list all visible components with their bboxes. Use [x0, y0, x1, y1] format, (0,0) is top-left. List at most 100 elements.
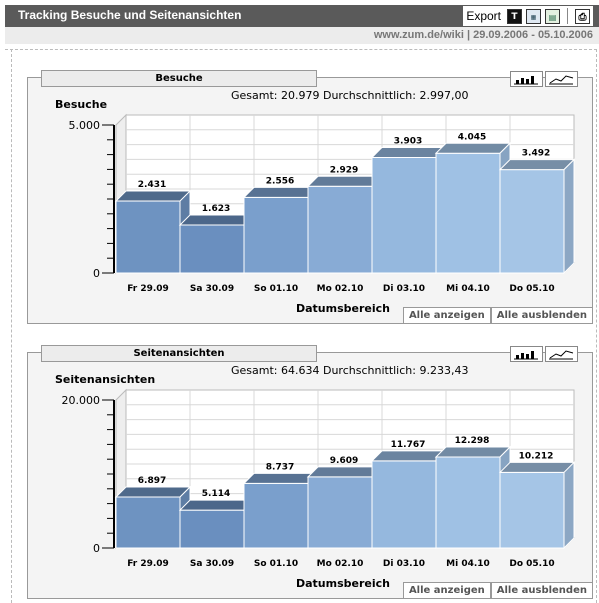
bar-top	[370, 450, 448, 462]
data-label: 9.609	[330, 456, 358, 466]
bar-front	[179, 224, 245, 274]
bar-top	[178, 499, 256, 511]
header-bar: Tracking Besuche und Seitenansichten Exp…	[5, 5, 599, 27]
bar	[370, 146, 448, 275]
pageviews-bar-chart: Seitenansichten 0 20.000 6.897 Fr 29.09 5.114…	[55, 373, 576, 590]
pageviews-summary: Gesamt: 64.634 Durchschnittlich: 9.233,4…	[231, 364, 469, 377]
show-all-button[interactable]: Alle anzeigen	[402, 307, 491, 324]
bar	[242, 186, 320, 275]
visits-toggle-buttons: Alle anzeigen Alle ausblenden	[402, 307, 593, 324]
visits-bar-chart: Besuche 0 5.000 2.431 Fr 29.09 1.623 Sa 30.09 2…	[55, 98, 576, 315]
export-excel-icon[interactable]: ▤	[545, 8, 560, 24]
bar-front	[243, 482, 309, 549]
x-tick-label: Do 05.10	[509, 284, 554, 294]
bar	[498, 158, 576, 275]
toolbar-divider	[567, 8, 568, 24]
export-csv-icon[interactable]: ▦	[526, 8, 541, 24]
show-all-button[interactable]: Alle anzeigen	[402, 582, 491, 599]
page-title: Tracking Besuche und Seitenansichten	[18, 8, 242, 22]
bar-top	[242, 472, 320, 484]
site-and-range: www.zum.de/wiki | 29.09.2006 - 05.10.200…	[374, 29, 593, 41]
pageviews-toggle-buttons: Alle anzeigen Alle ausblenden	[402, 582, 593, 599]
bar-top	[498, 461, 576, 473]
pageviews-panel-tab: Seitenansichten	[41, 345, 317, 362]
bar	[306, 465, 384, 550]
y-tick-label: 20.000	[62, 394, 101, 407]
data-label: 3.492	[522, 149, 550, 159]
bar-top	[434, 446, 512, 458]
bar	[178, 213, 256, 275]
bar-top	[114, 190, 192, 202]
bar-top	[434, 142, 512, 154]
bar-top	[306, 466, 384, 478]
x-axis-label: Datumsbereich	[296, 302, 390, 315]
data-label: 3.903	[394, 136, 422, 146]
export-text-icon[interactable]: T	[507, 8, 522, 24]
bar-front	[307, 185, 373, 274]
dashed-border-left	[11, 49, 12, 603]
x-tick-label: Mo 02.10	[317, 559, 364, 569]
data-label: 2.431	[138, 180, 166, 190]
visits-panel-tab: Besuche	[41, 70, 317, 87]
data-label: 4.045	[458, 132, 486, 142]
bar-side	[563, 158, 575, 275]
y-axis-label: Besuche	[55, 98, 107, 111]
bar-top	[178, 214, 256, 226]
export-toolbar: Export T ▦ ▤ ⎙	[463, 6, 593, 26]
bar-top	[370, 146, 448, 158]
hide-all-button[interactable]: Alle ausblenden	[490, 307, 593, 324]
bar-front	[115, 496, 181, 549]
site-url: www.zum.de/wiki	[373, 29, 464, 41]
data-label: 6.897	[138, 476, 166, 486]
y-tick-label: 0	[93, 542, 100, 555]
chart-type-switch	[508, 71, 578, 87]
data-label: 10.212	[519, 451, 554, 461]
bar-front	[243, 196, 309, 274]
bar	[370, 449, 448, 550]
line-chart-icon[interactable]	[545, 71, 578, 87]
visits-summary: Gesamt: 20.979 Durchschnittlich: 2.997,0…	[231, 89, 469, 102]
hide-all-button[interactable]: Alle ausblenden	[490, 582, 593, 599]
bar	[434, 445, 512, 550]
x-tick-label: Sa 30.09	[190, 284, 234, 294]
bar	[114, 485, 192, 550]
bar	[178, 498, 256, 550]
x-axis-label: Datumsbereich	[296, 577, 390, 590]
bar	[498, 461, 576, 550]
export-label: Export	[466, 9, 501, 23]
x-tick-label: Di 03.10	[383, 559, 425, 569]
data-label: 2.556	[266, 176, 294, 186]
y-axis-label: Seitenansichten	[55, 373, 155, 386]
bar-side	[563, 461, 575, 550]
data-label: 8.737	[266, 462, 294, 472]
data-label: 5.114	[202, 489, 230, 499]
bar-front	[371, 156, 437, 274]
line-chart-icon[interactable]	[545, 346, 578, 362]
dashed-divider	[5, 49, 597, 50]
data-label: 1.623	[202, 204, 230, 214]
bar-front	[179, 509, 245, 549]
bar-front	[371, 460, 437, 549]
bar-chart-icon[interactable]	[510, 346, 543, 362]
bar-top	[242, 186, 320, 198]
x-tick-label: Fr 29.09	[127, 284, 169, 294]
chart-type-switch	[508, 346, 578, 362]
bar	[306, 175, 384, 275]
site-info-bar: www.zum.de/wiki | 29.09.2006 - 05.10.200…	[5, 27, 599, 44]
x-tick-label: Sa 30.09	[190, 559, 234, 569]
bar-chart-icon[interactable]	[510, 71, 543, 87]
x-tick-label: Mi 04.10	[446, 559, 490, 569]
bar-top	[498, 159, 576, 171]
x-tick-label: Mo 02.10	[317, 284, 364, 294]
x-tick-label: Mi 04.10	[446, 284, 490, 294]
y-tick-label: 0	[93, 267, 100, 280]
x-tick-label: Di 03.10	[383, 284, 425, 294]
date-range: 29.09.2006 - 05.10.2006	[473, 29, 593, 41]
bar	[434, 142, 512, 275]
print-icon[interactable]: ⎙	[575, 8, 590, 24]
bar	[242, 472, 320, 550]
x-tick-label: Fr 29.09	[127, 559, 169, 569]
y-tick-label: 5.000	[69, 119, 101, 132]
bar-front	[499, 471, 565, 549]
bar-front	[307, 476, 373, 549]
